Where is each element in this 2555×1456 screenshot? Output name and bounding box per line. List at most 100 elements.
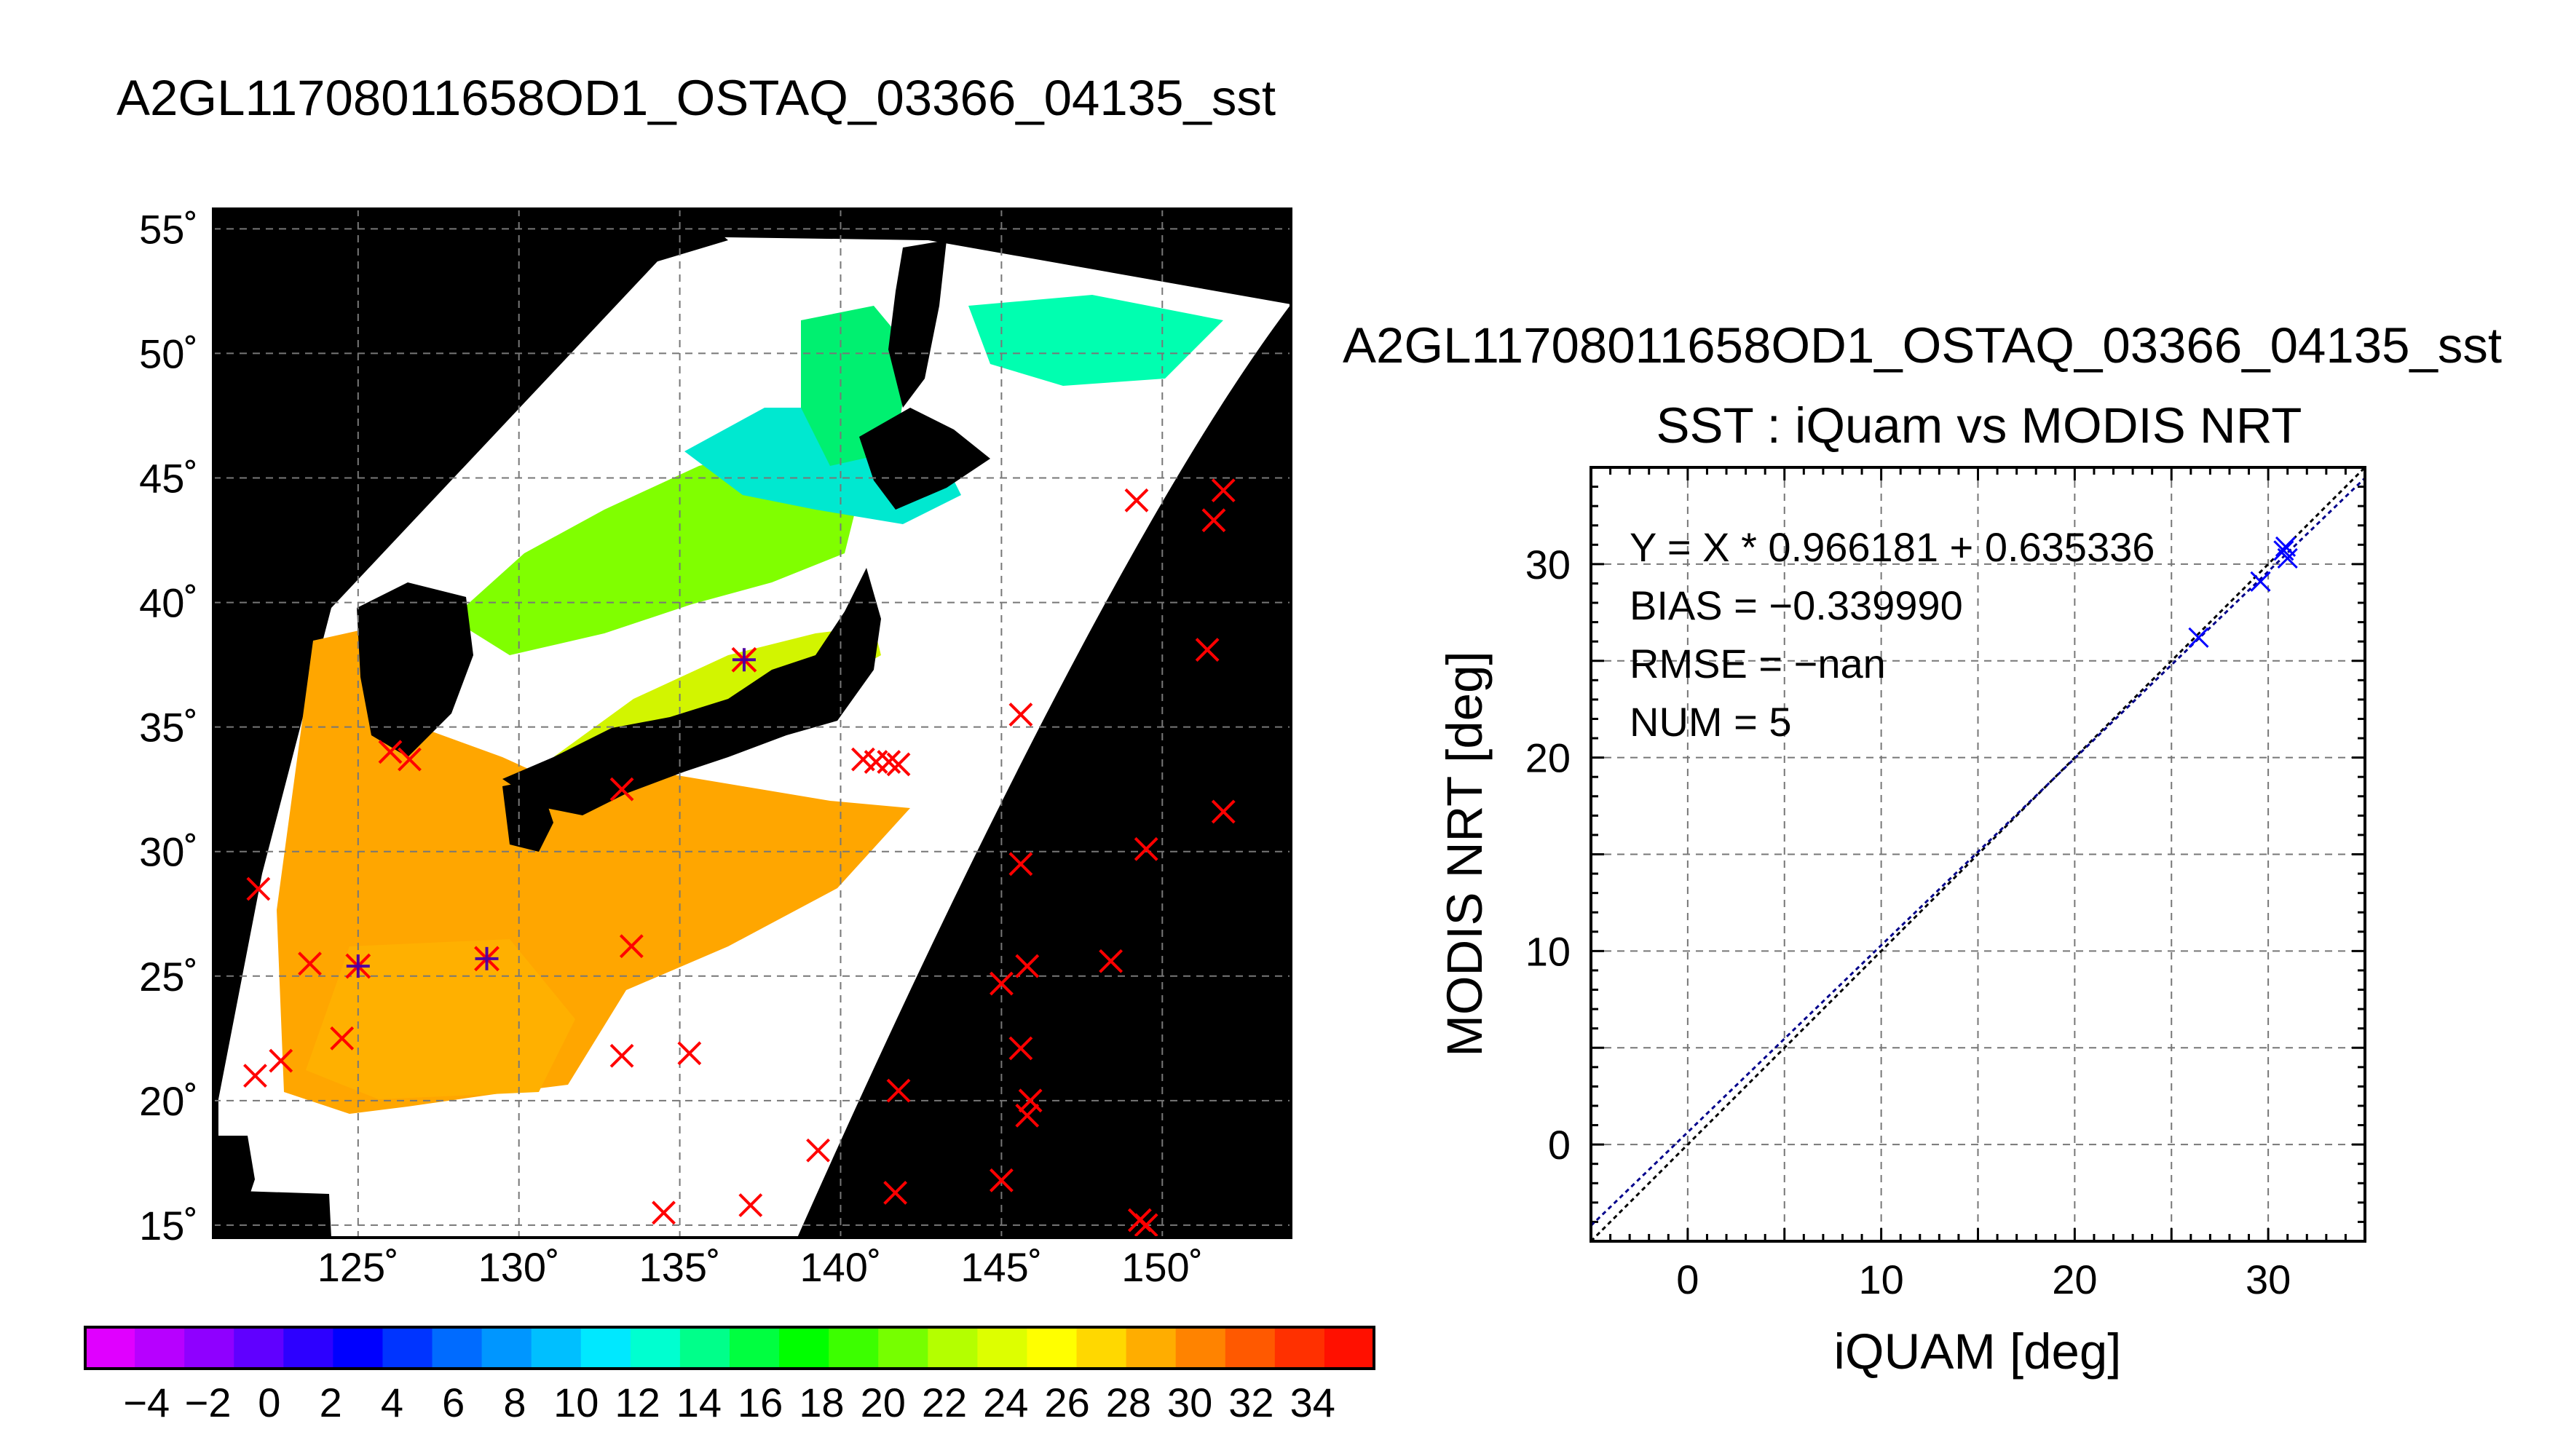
buoy-marker <box>883 1181 908 1205</box>
buoy-marker-stroke-b <box>1008 852 1033 877</box>
colorbar-tick-label: 22 <box>922 1380 967 1425</box>
buoy-marker-stroke-b <box>1018 1088 1043 1113</box>
colorbar-cell <box>630 1327 681 1369</box>
lat-tick-label: 45˚ <box>139 456 198 502</box>
colorbar-cell <box>1126 1327 1177 1369</box>
buoy-marker-stroke-b <box>619 934 644 959</box>
buoy-marker-stroke-b <box>398 747 422 772</box>
colorbar-cell <box>1225 1327 1276 1369</box>
buoy-marker <box>652 1200 676 1225</box>
scatter-file-title: A2GL11708011658OD1_OSTAQ_03366_04135_sst <box>1343 317 2502 373</box>
colorbar-tick-label: 18 <box>799 1380 844 1425</box>
colorbar-cell <box>333 1327 383 1369</box>
colorbar-tick-label: 8 <box>503 1380 526 1425</box>
buoy-marker-stroke-b <box>1211 478 1236 503</box>
scatter-gridlines <box>1591 467 2365 1241</box>
map-title: A2GL11708011658OD1_OSTAQ_03366_04135_sst <box>117 70 1276 126</box>
fit-statistic-line: Y = X * 0.966181 + 0.635336 <box>1630 524 2155 570</box>
longitude-tick-labels: 125˚ 130˚ 135˚ 140˚ 145˚ 150˚ <box>317 1244 1204 1290</box>
colorbar-cell <box>382 1327 433 1369</box>
map-frame <box>212 207 1292 1239</box>
sst-map: 125˚ 130˚ 135˚ 140˚ 145˚ 150˚ 15˚ 20˚ 25˚ 30˚ 35˚… <box>139 206 1292 1290</box>
buoy-marker <box>330 1026 355 1051</box>
buoy-marker-stroke-b <box>677 1041 702 1066</box>
buoy-marker <box>886 1078 911 1103</box>
buoy-marker <box>1015 1103 1040 1128</box>
buoy-marker-stroke-b <box>806 1138 830 1163</box>
buoy-marker-stroke-b <box>877 750 901 774</box>
x-tick-label: 10 <box>1858 1257 1903 1302</box>
buoy-marker-stroke-b <box>883 1181 908 1205</box>
matchup-marker <box>474 946 499 972</box>
buoy-marker <box>1018 1088 1043 1113</box>
colorbar-cell <box>85 1327 135 1369</box>
lon-tick-label: 125˚ <box>317 1244 399 1290</box>
colorbar-tick-label: 6 <box>442 1380 465 1425</box>
colorbar-cell <box>135 1327 185 1369</box>
colorbar-tick-label: 20 <box>861 1380 906 1425</box>
colorbar-tick-label: 12 <box>615 1380 660 1425</box>
x-tick-label: 30 <box>2246 1257 2291 1302</box>
colorbar-tick-label: 24 <box>983 1380 1028 1425</box>
land-taiwan <box>218 1136 255 1230</box>
buoy-marker-stroke-b <box>989 971 1014 996</box>
y-tick-label: 0 <box>1548 1122 1571 1168</box>
buoy-marker-stroke-b <box>298 951 322 976</box>
buoy-marker-stroke-b <box>1008 1036 1033 1061</box>
lat-tick-label: 15˚ <box>139 1203 198 1249</box>
buoy-markers-red <box>243 478 1236 1238</box>
buoy-marker <box>298 951 322 976</box>
colorbar-cell <box>1274 1327 1325 1369</box>
colorbar-cell <box>580 1327 631 1369</box>
buoy-marker-stroke-b <box>1201 508 1226 533</box>
buoy-marker <box>1015 954 1040 978</box>
buoy-marker <box>1008 703 1033 727</box>
sst-field-warm-2 <box>306 939 575 1099</box>
buoy-marker-stroke-b <box>886 1078 911 1103</box>
buoy-marker-stroke-b <box>1124 488 1149 513</box>
colorbar-cell <box>928 1327 978 1369</box>
lat-tick-label: 20˚ <box>139 1078 198 1124</box>
colorbar-cell <box>829 1327 879 1369</box>
lon-tick-label: 150˚ <box>1121 1244 1203 1290</box>
buoy-marker-stroke-b <box>609 777 634 802</box>
colorbar-tick-label: 4 <box>381 1380 403 1425</box>
scatter-point <box>2275 536 2297 558</box>
lon-tick-label: 135˚ <box>639 1244 721 1290</box>
land-japan-honshu <box>502 568 881 815</box>
buoy-marker-stroke-b <box>1008 703 1033 727</box>
fit-statistic-line: RMSE = −nan <box>1630 641 1886 687</box>
colorbar-tick-label: 10 <box>553 1380 599 1425</box>
buoy-marker-stroke-b <box>989 1168 1014 1192</box>
matchup-marker <box>345 953 371 979</box>
matchup-marker <box>731 646 757 673</box>
buoy-marker <box>1211 478 1236 503</box>
reference-lines <box>1590 466 2366 1243</box>
fit-statistic-line: BIAS = −0.339990 <box>1630 582 1963 628</box>
colorbar-tick-label: 16 <box>738 1380 783 1425</box>
colorbar-tick-label: −2 <box>185 1380 232 1425</box>
colorbar-cell <box>1027 1327 1078 1369</box>
colorbar-cells <box>85 1327 1375 1369</box>
x-tick-label: 0 <box>1676 1257 1699 1302</box>
buoy-marker-stroke-b <box>609 1043 634 1068</box>
lat-tick-label: 35˚ <box>139 705 198 751</box>
buoy-marker-stroke-b <box>243 1064 267 1088</box>
x-tick-label: 20 <box>2052 1257 2097 1302</box>
buoy-marker <box>1008 852 1033 877</box>
colorbar-frame <box>84 1326 1375 1370</box>
matchup-markers <box>345 646 757 979</box>
buoy-marker-stroke-b <box>1195 638 1220 662</box>
colorbar-cell <box>184 1327 234 1369</box>
buoy-marker-stroke-b <box>330 1026 355 1051</box>
buoy-marker <box>609 1043 634 1068</box>
buoy-marker <box>989 971 1014 996</box>
y-tick-label: 30 <box>1525 542 1571 587</box>
buoy-marker <box>246 877 271 901</box>
buoy-marker <box>619 934 644 959</box>
scatter-point-stroke-b <box>2250 571 2271 592</box>
lat-tick-label: 40˚ <box>139 580 198 626</box>
colorbar-tick-label: 2 <box>320 1380 342 1425</box>
buoy-marker-stroke-b <box>851 747 875 772</box>
